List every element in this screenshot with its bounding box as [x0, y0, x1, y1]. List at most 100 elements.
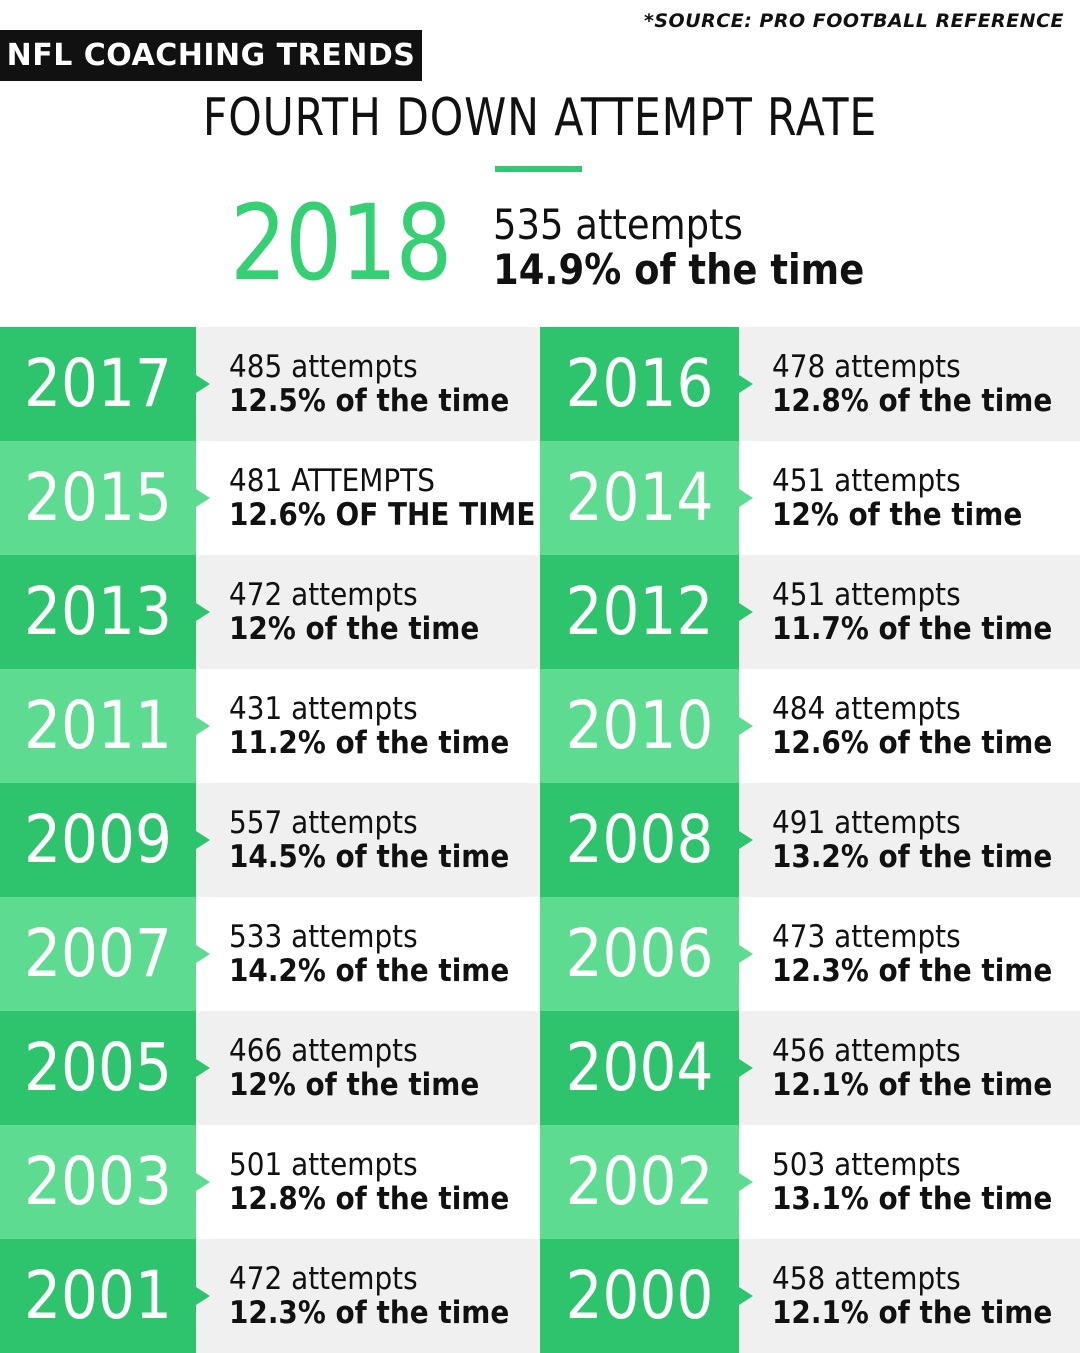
year-stats: 501 attempts 12.8% of the time	[196, 1125, 540, 1239]
year-stats: 472 attempts 12% of the time	[196, 555, 540, 669]
year-stats: 456 attempts 12.1% of the time	[739, 1011, 1080, 1125]
arrow-right-icon	[739, 1287, 753, 1305]
attempt-rate: 12% of the time	[229, 1067, 480, 1103]
attempt-rate: 12.6% OF THE TIME	[229, 497, 536, 533]
year-card: 2002 503 attempts 13.1% of the time	[540, 1125, 1080, 1239]
year-card: 2006 473 attempts 12.3% of the time	[540, 897, 1080, 1011]
featured-year: 2018	[230, 182, 452, 304]
attempts-count: 451 attempts	[772, 577, 961, 613]
year-grid: 2017 485 attempts 12.5% of the time 2016 478…	[0, 327, 1080, 1353]
year-card: 2007 533 attempts 14.2% of the time	[0, 897, 540, 1011]
arrow-right-icon	[739, 1173, 753, 1191]
year-card: 2017 485 attempts 12.5% of the time	[0, 327, 540, 441]
year-label: 2015	[24, 459, 172, 536]
year-label: 2003	[24, 1143, 172, 1220]
year-row: 2015 481 ATTEMPTS 12.6% OF THE TIME 2014 451…	[0, 441, 1080, 555]
year-box: 2008	[540, 783, 739, 897]
category-badge: NFL COACHING TRENDS	[0, 30, 422, 81]
year-card: 2009 557 attempts 14.5% of the time	[0, 783, 540, 897]
attempt-rate: 12.6% of the time	[772, 725, 1053, 761]
attempts-count: 501 attempts	[229, 1147, 418, 1183]
year-box: 2017	[0, 327, 196, 441]
year-box: 2004	[540, 1011, 739, 1125]
attempt-rate: 12.3% of the time	[772, 953, 1053, 989]
year-label: 2007	[24, 915, 172, 992]
year-box: 2013	[0, 555, 196, 669]
year-stats: 451 attempts 12% of the time	[739, 441, 1080, 555]
attempt-rate: 12% of the time	[229, 611, 480, 647]
attempt-rate: 13.1% of the time	[772, 1181, 1053, 1217]
attempt-rate: 12.1% of the time	[772, 1295, 1053, 1331]
attempts-count: 557 attempts	[229, 805, 418, 841]
attempts-count: 503 attempts	[772, 1147, 961, 1183]
year-stats: 491 attempts 13.2% of the time	[739, 783, 1080, 897]
year-card: 2015 481 ATTEMPTS 12.6% OF THE TIME	[0, 441, 540, 555]
year-row: 2017 485 attempts 12.5% of the time 2016 478…	[0, 327, 1080, 441]
year-label: 2006	[565, 915, 714, 992]
arrow-right-icon	[196, 489, 210, 507]
year-label: 2005	[24, 1029, 172, 1106]
year-stats: 481 ATTEMPTS 12.6% OF THE TIME	[196, 441, 540, 555]
arrow-right-icon	[196, 1059, 210, 1077]
year-stats: 557 attempts 14.5% of the time	[196, 783, 540, 897]
year-card: 2012 451 attempts 11.7% of the time	[540, 555, 1080, 669]
page-title: FOURTH DOWN ATTEMPT RATE	[202, 88, 878, 148]
year-card: 2010 484 attempts 12.6% of the time	[540, 669, 1080, 783]
year-stats: 533 attempts 14.2% of the time	[196, 897, 540, 1011]
attempts-count: 533 attempts	[229, 919, 418, 955]
attempt-rate: 14.2% of the time	[229, 953, 510, 989]
year-row: 2005 466 attempts 12% of the time 2004 456 a…	[0, 1011, 1080, 1125]
arrow-right-icon	[196, 831, 210, 849]
arrow-right-icon	[739, 717, 753, 735]
attempts-count: 485 attempts	[229, 349, 418, 385]
arrow-right-icon	[739, 1059, 753, 1077]
year-box: 2003	[0, 1125, 196, 1239]
attempts-count: 456 attempts	[772, 1033, 961, 1069]
year-label: 2013	[24, 573, 172, 650]
year-box: 2014	[540, 441, 739, 555]
year-label: 2012	[565, 573, 714, 650]
attempt-rate: 14.5% of the time	[229, 839, 510, 875]
year-box: 2001	[0, 1239, 196, 1353]
year-label: 2009	[24, 801, 172, 878]
arrow-right-icon	[196, 1287, 210, 1305]
source-note: *SOURCE: PRO FOOTBALL REFERENCE	[643, 10, 1064, 32]
year-stats: 472 attempts 12.3% of the time	[196, 1239, 540, 1353]
year-stats: 484 attempts 12.6% of the time	[739, 669, 1080, 783]
year-label: 2002	[565, 1143, 714, 1220]
arrow-right-icon	[739, 945, 753, 963]
arrow-right-icon	[739, 831, 753, 849]
year-card: 2005 466 attempts 12% of the time	[0, 1011, 540, 1125]
attempt-rate: 12.8% of the time	[229, 1181, 510, 1217]
attempts-count: 451 attempts	[772, 463, 961, 499]
attempts-count: 458 attempts	[772, 1261, 961, 1297]
year-card: 2004 456 attempts 12.1% of the time	[540, 1011, 1080, 1125]
year-card: 2008 491 attempts 13.2% of the time	[540, 783, 1080, 897]
year-box: 2012	[540, 555, 739, 669]
year-box: 2000	[540, 1239, 739, 1353]
arrow-right-icon	[739, 489, 753, 507]
year-card: 2013 472 attempts 12% of the time	[0, 555, 540, 669]
year-row: 2001 472 attempts 12.3% of the time 2000 458…	[0, 1239, 1080, 1353]
attempt-rate: 11.2% of the time	[229, 725, 510, 761]
year-stats: 503 attempts 13.1% of the time	[739, 1125, 1080, 1239]
attempt-rate: 12.3% of the time	[229, 1295, 510, 1331]
attempt-rate: 13.2% of the time	[772, 839, 1053, 875]
arrow-right-icon	[196, 375, 210, 393]
arrow-right-icon	[739, 603, 753, 621]
year-box: 2010	[540, 669, 739, 783]
year-box: 2009	[0, 783, 196, 897]
featured-rate: 14.9% of the time	[493, 245, 865, 294]
year-row: 2007 533 attempts 14.2% of the time 2006 473…	[0, 897, 1080, 1011]
year-label: 2016	[565, 345, 714, 422]
year-label: 2010	[565, 687, 714, 764]
year-card: 2003 501 attempts 12.8% of the time	[0, 1125, 540, 1239]
year-stats: 473 attempts 12.3% of the time	[739, 897, 1080, 1011]
attempt-rate: 12% of the time	[772, 497, 1023, 533]
title-underline	[495, 166, 582, 172]
year-label: 2008	[565, 801, 714, 878]
year-stats: 466 attempts 12% of the time	[196, 1011, 540, 1125]
year-row: 2013 472 attempts 12% of the time 2012 451 a…	[0, 555, 1080, 669]
year-label: 2011	[24, 687, 172, 764]
year-box: 2006	[540, 897, 739, 1011]
